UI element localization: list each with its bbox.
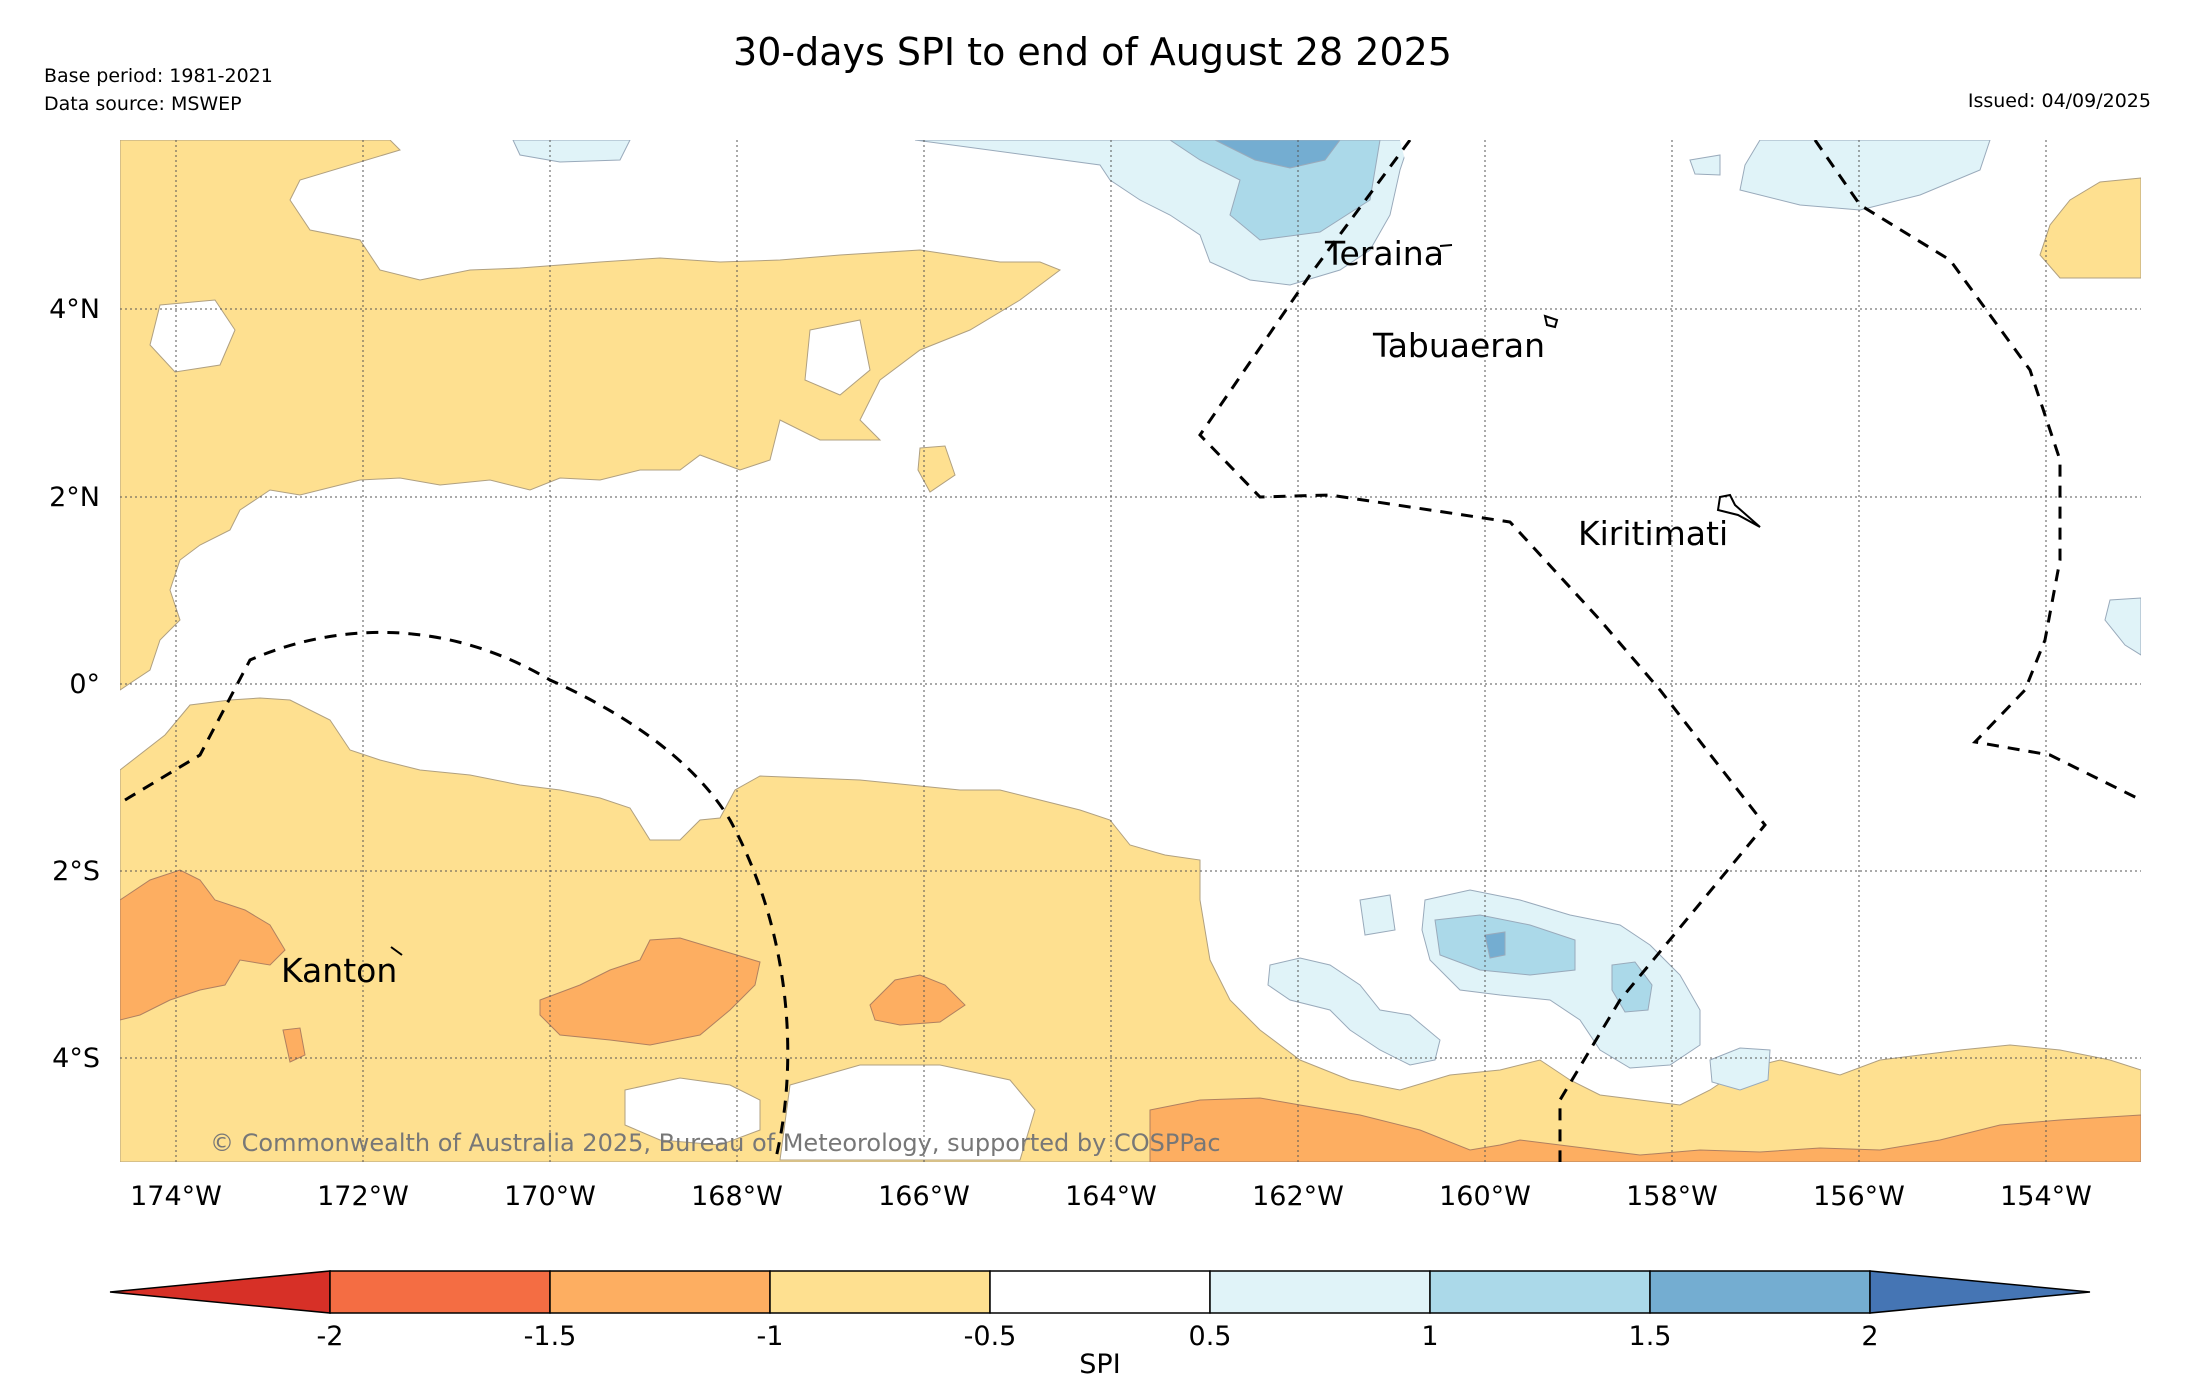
spi-region-dry-south — [120, 697, 2141, 1162]
kanton-island-shape — [390, 946, 403, 956]
copyright-text: © Commonwealth of Australia 2025, Bureau… — [210, 1129, 1221, 1157]
lon-label: 154°W — [2000, 1181, 2092, 1212]
colorbar-extend-low — [109, 1270, 331, 1314]
lon-label: 174°W — [130, 1181, 222, 1212]
colorbar-tick-label: -0.5 — [964, 1321, 1017, 1352]
colorbar-tick-label: 1 — [1421, 1321, 1438, 1352]
tabuaeran-island-shape — [1543, 314, 1559, 329]
lon-label: 162°W — [1252, 1181, 1344, 1212]
lon-label: 160°W — [1439, 1181, 1531, 1212]
colorbar-tick-label: 0.5 — [1189, 1321, 1232, 1352]
colorbar-bin — [769, 1270, 991, 1314]
kiritimati-island-shape — [1716, 493, 1761, 528]
map-title: 30-days SPI to end of August 28 2025 — [733, 30, 1452, 74]
colorbar-bin — [1209, 1270, 1431, 1314]
latitude-labels: 4°N 2°N 0° 2°S 4°S — [49, 294, 100, 1074]
lat-label: 4°N — [49, 294, 100, 325]
lon-label: 156°W — [1813, 1181, 1905, 1212]
lon-label: 172°W — [317, 1181, 409, 1212]
colorbar-tick-label: -1.5 — [524, 1321, 577, 1352]
metadata-block: Base period: 1981-2021 Data source: MSWE… — [44, 62, 273, 118]
colorbar-bin — [989, 1270, 1211, 1314]
colorbar-tick-label: 1.5 — [1629, 1321, 1672, 1352]
place-label-kanton: Kanton — [281, 951, 397, 990]
place-label-teraina: Teraina — [1324, 234, 1444, 273]
graticule — [120, 140, 2141, 1162]
lon-label: 164°W — [1065, 1181, 1157, 1212]
colorbar-bin — [1649, 1270, 1871, 1314]
place-label-tabuaeran: Tabuaeran — [1372, 326, 1545, 365]
colorbar-ticks: -2 -1.5 -1 -0.5 0.5 1 1.5 2 — [317, 1321, 1879, 1352]
colorbar-bin — [549, 1270, 771, 1314]
lat-label: 4°S — [52, 1043, 100, 1074]
colorbar-extend-high — [1869, 1270, 2091, 1314]
colorbar-label: SPI — [1079, 1349, 1120, 1380]
lat-label: 0° — [69, 669, 100, 700]
lon-label: 158°W — [1626, 1181, 1718, 1212]
colorbar-bin — [329, 1270, 551, 1314]
lat-label: 2°N — [49, 482, 100, 513]
lon-label: 166°W — [878, 1181, 970, 1212]
spi-region-dry-north — [120, 140, 1062, 691]
colorbar-bin — [1429, 1270, 1651, 1314]
lon-label: 168°W — [691, 1181, 783, 1212]
eez-boundaries — [124, 140, 2141, 1162]
spi-colorbar — [109, 1270, 2091, 1314]
lon-label: 170°W — [504, 1181, 596, 1212]
map-frame — [120, 140, 2141, 1162]
colorbar-tick-label: 2 — [1861, 1321, 1878, 1352]
longitude-labels: 174°W 172°W 170°W 168°W 166°W 164°W 162°… — [130, 1181, 2092, 1212]
colorbar-tick-label: -2 — [317, 1321, 344, 1352]
teraina-island-shape — [1439, 244, 1453, 247]
spi-region-drier — [120, 869, 286, 1021]
place-label-kiritimati: Kiritimati — [1578, 514, 1728, 553]
data-source-text: Data source: MSWEP — [44, 93, 242, 115]
colorbar-tick-label: -1 — [757, 1321, 784, 1352]
base-period-text: Base period: 1981-2021 — [44, 65, 273, 87]
lat-label: 2°S — [52, 856, 100, 887]
issued-date-text: Issued: 04/09/2025 — [1967, 90, 2151, 112]
